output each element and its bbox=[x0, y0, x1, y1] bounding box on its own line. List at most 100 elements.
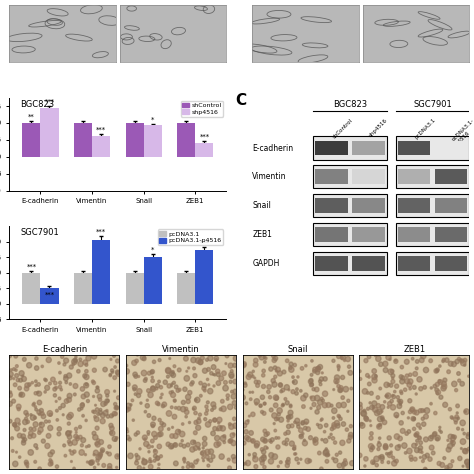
Circle shape bbox=[137, 393, 141, 398]
Circle shape bbox=[411, 417, 415, 421]
Circle shape bbox=[337, 366, 340, 369]
Circle shape bbox=[137, 465, 141, 470]
Circle shape bbox=[408, 379, 413, 384]
Circle shape bbox=[293, 447, 296, 450]
Circle shape bbox=[276, 417, 279, 420]
Circle shape bbox=[309, 378, 313, 383]
Circle shape bbox=[400, 390, 402, 393]
Bar bbox=[92, 240, 110, 304]
Circle shape bbox=[244, 382, 246, 385]
Circle shape bbox=[24, 460, 28, 464]
Text: ***: *** bbox=[200, 134, 210, 140]
Circle shape bbox=[21, 441, 26, 445]
Circle shape bbox=[55, 409, 58, 412]
Text: ***: *** bbox=[45, 292, 55, 298]
Circle shape bbox=[361, 410, 366, 416]
Circle shape bbox=[233, 423, 238, 428]
Circle shape bbox=[262, 374, 265, 377]
Circle shape bbox=[112, 411, 117, 416]
Circle shape bbox=[279, 461, 282, 464]
Text: *: * bbox=[151, 246, 155, 252]
Circle shape bbox=[349, 425, 353, 428]
Circle shape bbox=[385, 453, 388, 455]
Circle shape bbox=[157, 402, 160, 406]
Circle shape bbox=[360, 422, 363, 426]
Circle shape bbox=[358, 405, 363, 410]
Circle shape bbox=[438, 380, 443, 384]
Circle shape bbox=[301, 420, 305, 425]
Circle shape bbox=[466, 462, 472, 467]
Circle shape bbox=[262, 411, 266, 415]
Circle shape bbox=[48, 425, 53, 430]
Circle shape bbox=[144, 410, 146, 413]
Circle shape bbox=[173, 400, 176, 402]
Circle shape bbox=[364, 465, 366, 467]
Circle shape bbox=[229, 440, 232, 443]
Circle shape bbox=[253, 453, 256, 456]
Circle shape bbox=[421, 451, 423, 454]
Circle shape bbox=[92, 381, 96, 384]
Circle shape bbox=[194, 399, 197, 401]
Circle shape bbox=[243, 383, 247, 387]
Circle shape bbox=[415, 393, 417, 395]
Circle shape bbox=[92, 395, 95, 398]
Circle shape bbox=[211, 455, 215, 458]
Circle shape bbox=[85, 364, 88, 366]
Circle shape bbox=[8, 392, 12, 397]
Circle shape bbox=[30, 415, 36, 420]
Circle shape bbox=[204, 418, 207, 421]
Circle shape bbox=[378, 456, 381, 458]
Circle shape bbox=[206, 409, 209, 412]
Circle shape bbox=[196, 425, 201, 430]
Circle shape bbox=[21, 376, 27, 382]
Text: *: * bbox=[151, 117, 155, 123]
Circle shape bbox=[414, 447, 419, 453]
Title: E-cadherin: E-cadherin bbox=[42, 345, 87, 354]
Circle shape bbox=[292, 376, 294, 378]
Circle shape bbox=[415, 432, 419, 436]
Circle shape bbox=[37, 391, 42, 396]
Circle shape bbox=[401, 443, 407, 448]
Bar bbox=[313, 137, 387, 160]
Circle shape bbox=[380, 416, 384, 419]
Title: Snail: Snail bbox=[287, 345, 308, 354]
Circle shape bbox=[233, 363, 237, 367]
Circle shape bbox=[435, 383, 439, 386]
Circle shape bbox=[271, 379, 275, 383]
Circle shape bbox=[255, 444, 259, 448]
Circle shape bbox=[264, 446, 267, 449]
Circle shape bbox=[132, 419, 135, 421]
Circle shape bbox=[405, 432, 409, 435]
Circle shape bbox=[454, 421, 457, 424]
Circle shape bbox=[102, 464, 106, 467]
Circle shape bbox=[211, 431, 215, 436]
Circle shape bbox=[215, 359, 218, 361]
Circle shape bbox=[415, 367, 418, 370]
Circle shape bbox=[209, 449, 214, 455]
Circle shape bbox=[72, 363, 75, 365]
Circle shape bbox=[404, 452, 407, 454]
Circle shape bbox=[59, 371, 61, 374]
Circle shape bbox=[73, 383, 78, 389]
Circle shape bbox=[424, 414, 428, 419]
Circle shape bbox=[181, 406, 186, 412]
Circle shape bbox=[364, 416, 368, 421]
Circle shape bbox=[180, 431, 185, 437]
Circle shape bbox=[332, 422, 336, 427]
Circle shape bbox=[400, 379, 405, 384]
Circle shape bbox=[423, 385, 427, 389]
Circle shape bbox=[318, 400, 323, 405]
Circle shape bbox=[229, 374, 234, 379]
Circle shape bbox=[300, 366, 304, 370]
Circle shape bbox=[263, 429, 267, 433]
Circle shape bbox=[448, 361, 453, 366]
Circle shape bbox=[345, 428, 348, 431]
Circle shape bbox=[59, 381, 62, 384]
Bar bbox=[313, 223, 387, 246]
Circle shape bbox=[172, 414, 177, 419]
Circle shape bbox=[245, 435, 249, 440]
Circle shape bbox=[246, 374, 251, 380]
Circle shape bbox=[67, 414, 72, 419]
Circle shape bbox=[15, 369, 17, 371]
Circle shape bbox=[150, 371, 154, 374]
